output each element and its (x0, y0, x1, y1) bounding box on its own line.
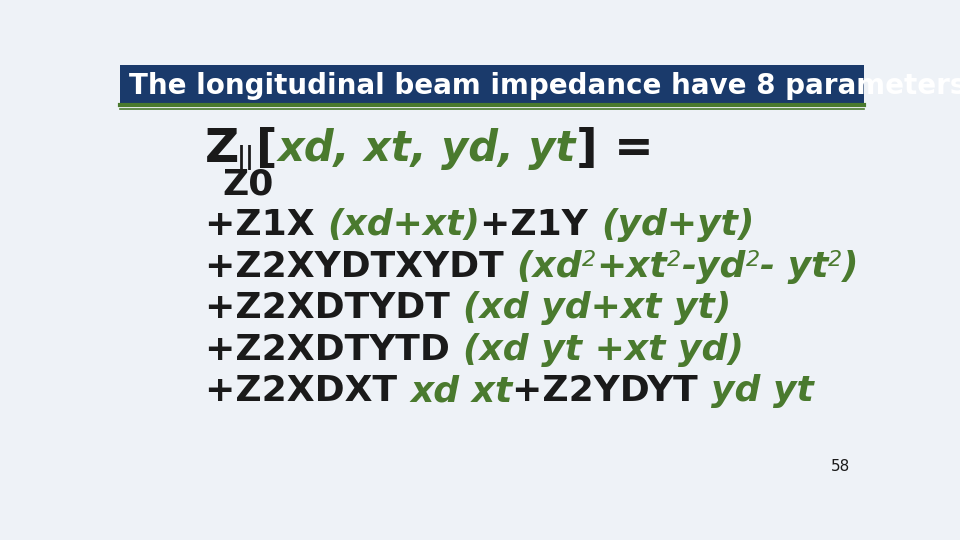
Text: (xd yd+xt yt): (xd yd+xt yt) (463, 291, 731, 325)
Text: (xd yt +xt yd): (xd yt +xt yd) (463, 333, 744, 367)
Text: xd, xt, yd, yt: xd, xt, yd, yt (277, 129, 576, 171)
Text: +Z2XDTYDT: +Z2XDTYDT (205, 291, 463, 325)
Text: Z0: Z0 (223, 167, 274, 201)
Text: -yd: -yd (682, 249, 746, 284)
Text: ||: || (237, 145, 255, 171)
Text: 2: 2 (583, 249, 596, 269)
Text: +Z1X: +Z1X (205, 208, 327, 242)
Text: 2: 2 (746, 249, 759, 269)
Text: +Z2XDXT: +Z2XDXT (205, 374, 410, 408)
Text: Z: Z (205, 127, 239, 172)
Bar (120, 65, 864, 103)
Text: (xd+xt): (xd+xt) (327, 208, 480, 242)
Text: The longitudinal beam impedance have 8 parameters: The longitudinal beam impedance have 8 p… (130, 72, 960, 99)
Text: xd xt: xd xt (410, 374, 513, 408)
Text: 58: 58 (830, 460, 850, 475)
Text: ] =: ] = (576, 127, 654, 172)
Text: (yd+yt): (yd+yt) (601, 208, 755, 242)
Text: (xd: (xd (516, 249, 583, 284)
Text: +Z1Y: +Z1Y (480, 208, 601, 242)
Text: yd yt: yd yt (710, 374, 813, 408)
Text: +Z2XDTYTD: +Z2XDTYTD (205, 333, 463, 367)
Text: [: [ (256, 127, 277, 172)
Text: ): ) (842, 249, 859, 284)
Text: - yt: - yt (759, 249, 828, 284)
Text: +Z2YDYT: +Z2YDYT (513, 374, 710, 408)
Text: 2: 2 (667, 249, 682, 269)
Text: +Z2XYDTXYDT: +Z2XYDTXYDT (205, 249, 516, 284)
Text: 2: 2 (828, 249, 842, 269)
Text: +xt: +xt (596, 249, 667, 284)
